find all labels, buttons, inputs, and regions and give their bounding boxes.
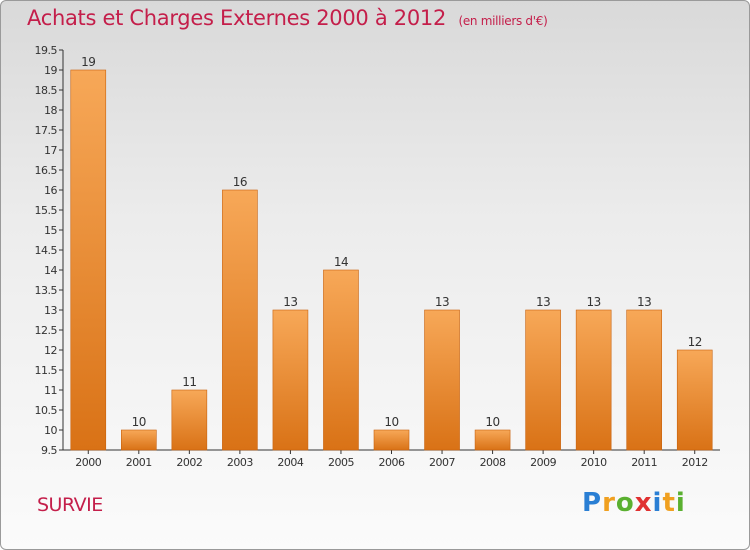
bar-2005 (323, 269, 359, 451)
y-tick-label: 12 (44, 344, 57, 357)
bar-2000 (70, 69, 107, 451)
proxiti-logo[interactable]: Proxiti (582, 488, 686, 518)
bar-2002 (171, 389, 208, 451)
bar-value-label: 13 (283, 295, 297, 309)
y-tick-label: 9.5 (41, 444, 57, 457)
bar-2008 (474, 429, 511, 451)
bar-value-label: 13 (587, 295, 601, 309)
y-tick-label: 16.5 (35, 164, 58, 177)
x-tick-label: 2007 (429, 456, 455, 469)
bar-2001 (121, 429, 157, 451)
x-tick-label: 2012 (682, 456, 708, 469)
bar-2010 (575, 309, 612, 451)
x-tick-label: 2009 (530, 456, 556, 469)
x-tick-label: 2001 (126, 456, 152, 469)
commune-name: SURVIE (37, 494, 103, 516)
bar-2006 (373, 429, 410, 451)
y-tick-label: 12.5 (35, 324, 58, 337)
x-tick-label: 2002 (176, 456, 202, 469)
bar-value-label: 10 (485, 415, 499, 429)
y-tick-label: 17.5 (35, 124, 58, 137)
bar-2004 (272, 309, 309, 451)
bar-value-label: 13 (637, 295, 651, 309)
chart-subtitle: (en milliers d'€) (458, 14, 548, 28)
bar-value-label: 13 (435, 295, 449, 309)
y-tick-label: 15 (44, 224, 57, 237)
x-tick-label: 2008 (480, 456, 506, 469)
logo-letter: i (675, 488, 686, 518)
y-tick-label: 18 (44, 104, 57, 117)
y-tick-label: 15.5 (35, 204, 58, 217)
logo-letter: i (652, 488, 663, 518)
logo-letter: o (615, 488, 635, 518)
y-tick-label: 14.5 (35, 244, 58, 257)
bar-value-label: 13 (536, 295, 550, 309)
bar-value-label: 11 (182, 375, 196, 389)
y-tick-label: 16 (44, 184, 57, 197)
bar-value-label: 14 (334, 255, 348, 269)
y-tick-label: 18.5 (35, 84, 58, 97)
y-tick-label: 19.5 (35, 44, 58, 57)
x-tick-label: 2011 (631, 456, 657, 469)
axes: 9.5 10 10.5 11 11.5 12 12.5 13 13.5 14 14.5 15 15.5 1… (35, 44, 720, 469)
bar-2012 (676, 349, 713, 451)
y-tick-label: 19 (44, 64, 57, 77)
logo-letter: x (634, 488, 653, 518)
bar-2003 (222, 189, 258, 451)
bar-value-label: 19 (81, 55, 95, 69)
y-tick-label: 10 (44, 424, 57, 437)
x-tick-label: 2006 (379, 456, 405, 469)
x-tick-label: 2003 (227, 456, 253, 469)
x-tick-label: 2004 (277, 456, 303, 469)
y-tick-label: 14 (44, 264, 57, 277)
bar-value-label: 10 (384, 415, 398, 429)
logo-letter: P (582, 488, 603, 518)
bars: 19 10 11 16 13 14 10 13 10 13 13 13 12 (70, 55, 713, 451)
x-tick-label: 2005 (328, 456, 354, 469)
chart-title-text: Achats et Charges Externes 2000 à 2012 (27, 6, 447, 30)
y-tick-label: 11.5 (35, 364, 58, 377)
y-tick-label: 10.5 (35, 404, 58, 417)
bar-2009 (525, 309, 561, 451)
y-tick-label: 13.5 (35, 284, 58, 297)
bar-value-label: 10 (132, 415, 146, 429)
bar-2007 (424, 309, 460, 451)
bar-value-label: 16 (233, 175, 247, 189)
x-tick-label: 2000 (75, 456, 101, 469)
y-tick-label: 17 (44, 144, 57, 157)
bar-2011 (626, 309, 662, 451)
bar-value-label: 12 (688, 335, 702, 349)
logo-letter: r (602, 488, 616, 518)
chart-title: Achats et Charges Externes 2000 à 2012 (… (27, 6, 548, 30)
y-tick-label: 13 (44, 304, 57, 317)
x-tick-label: 2010 (581, 456, 607, 469)
y-tick-label: 11 (44, 384, 57, 397)
logo-letter: t (662, 488, 676, 518)
